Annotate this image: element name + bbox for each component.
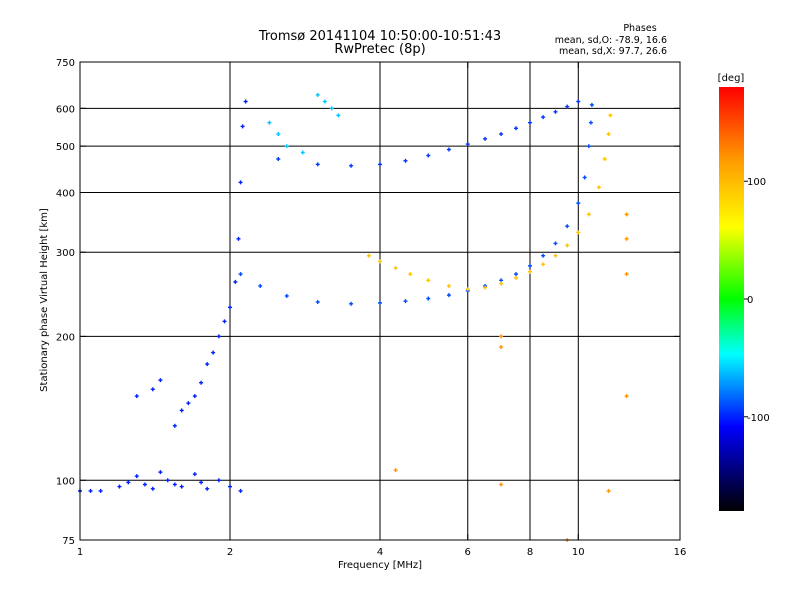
- phase-info-line2: mean, sd,X: 97.7, 26.6: [559, 46, 667, 57]
- grid-lines: [80, 62, 680, 540]
- x-tick-label: 10: [572, 547, 585, 558]
- y-tick-label: 75: [62, 536, 75, 547]
- y-axis-label: Stationary phase Virtual Height [km]: [39, 208, 50, 392]
- data-points: [78, 92, 629, 542]
- x-tick-label: 1: [77, 547, 83, 558]
- colorbar-tick-label: 0: [747, 295, 753, 306]
- phase-info-line1: mean, sd,O: -78.9, 16.6: [555, 35, 667, 46]
- y-tick-label: 300: [56, 248, 75, 259]
- y-tick-label: 100: [56, 476, 75, 487]
- axes: 1 2 4 6 8 10 16 75 100 200 300 400 500 600 750: [56, 58, 686, 558]
- chart-subtitle: RwPretec (8p): [334, 42, 425, 57]
- colorbar-label: [deg]: [718, 73, 745, 84]
- y-tick-label: 400: [56, 188, 75, 199]
- x-tick-label: 6: [465, 547, 471, 558]
- x-tick-label: 8: [527, 547, 533, 558]
- colorbar-gradient: [719, 87, 744, 511]
- chart-title: Tromsø 20141104 10:50:00-10:51:43: [258, 29, 501, 44]
- colorbar-tick-label: 100: [747, 177, 766, 188]
- x-tick-label: 16: [674, 547, 687, 558]
- y-tick-label: 600: [56, 104, 75, 115]
- phase-info-heading: Phases: [623, 23, 656, 34]
- y-tick-label: 750: [56, 58, 75, 69]
- x-axis-label: Frequency [MHz]: [338, 560, 422, 571]
- colorbar: [deg] 100 0 -100: [718, 73, 770, 511]
- x-tick-label: 2: [227, 547, 233, 558]
- colorbar-ticks: 100 0 -100: [744, 177, 770, 424]
- y-tick-label: 500: [56, 142, 75, 153]
- colorbar-tick-label: -100: [747, 413, 770, 424]
- x-tick-label: 4: [377, 547, 383, 558]
- y-tick-label: 200: [56, 332, 75, 343]
